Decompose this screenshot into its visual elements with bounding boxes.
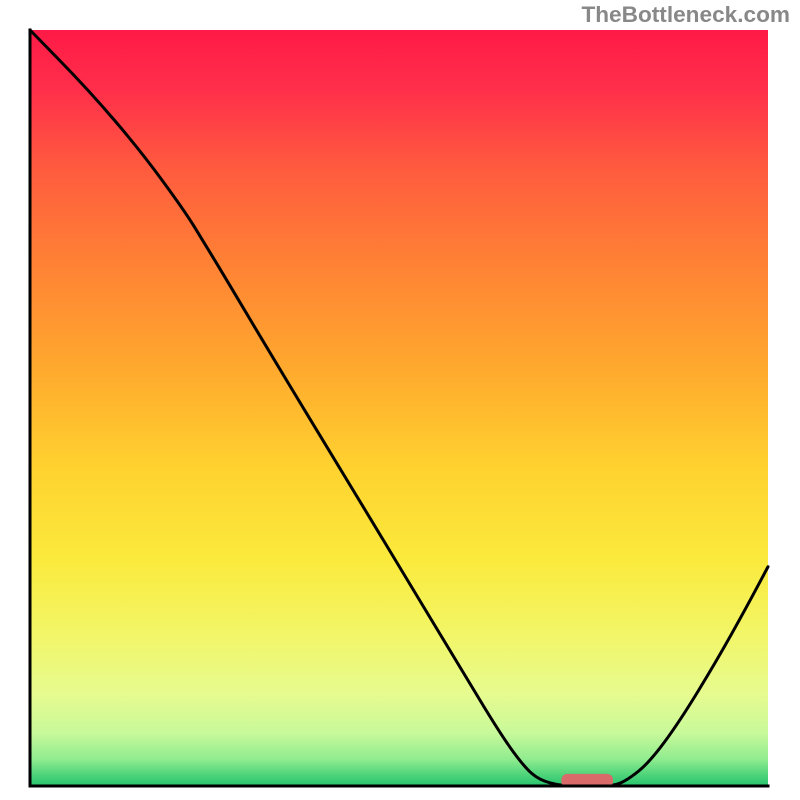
gradient-background [30,30,768,786]
bottleneck-chart [0,0,800,800]
watermark-text: TheBottleneck.com [581,2,790,28]
